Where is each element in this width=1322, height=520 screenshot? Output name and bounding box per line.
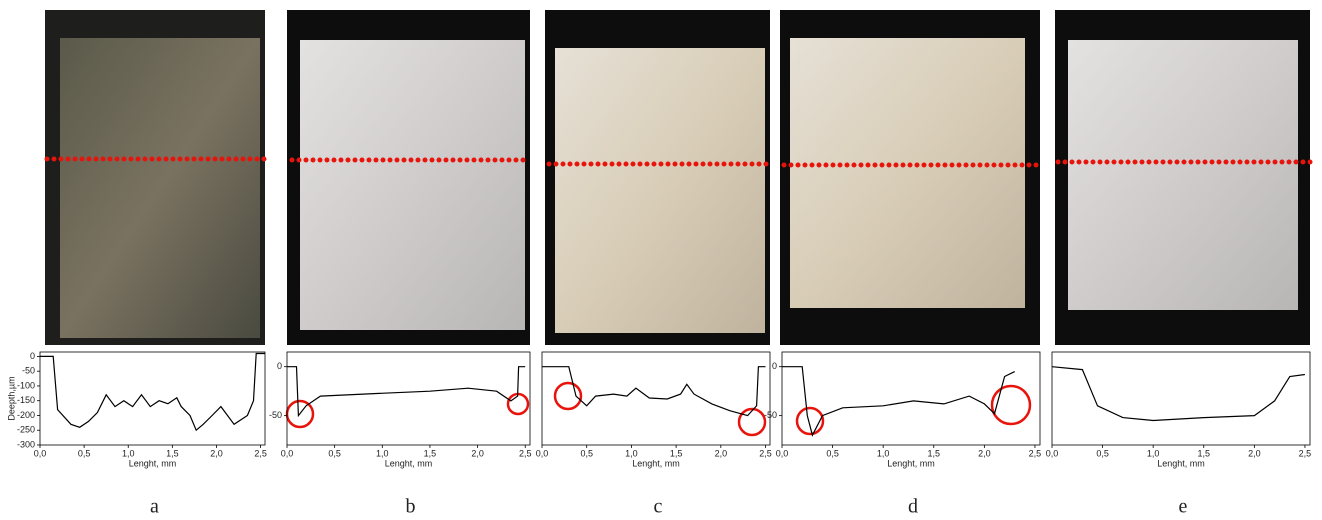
x-tick-label: 0,0 <box>776 448 789 458</box>
profile-chart: 0,0 0,5 1,0 1,5 2,0 2,5 Lenght, mm e <box>1046 352 1311 518</box>
y-tick-label: -250 <box>17 425 35 435</box>
y-tick-label: 0 <box>277 361 282 371</box>
x-tick-label: 0,5 <box>328 448 341 458</box>
plot-frame <box>287 352 530 445</box>
x-axis-label: Lenght, mm <box>632 458 680 468</box>
x-tick-label: 2,5 <box>1029 448 1042 458</box>
highlight-circle <box>739 409 765 435</box>
sample-c <box>555 48 765 333</box>
sample-a <box>60 38 260 338</box>
photos <box>45 10 1312 345</box>
x-tick-label: 0,5 <box>826 448 839 458</box>
x-tick-label: 1,0 <box>122 448 135 458</box>
panel-caption: d <box>908 496 918 518</box>
x-tick-label: 2,0 <box>1248 448 1261 458</box>
x-tick-label: 0,5 <box>580 448 593 458</box>
panel-caption: a <box>150 496 159 518</box>
plot-frame <box>782 352 1040 445</box>
y-tick-label: -150 <box>17 395 35 405</box>
x-tick-label: 2,5 <box>759 448 772 458</box>
x-tick-label: 1,5 <box>928 448 941 458</box>
profile-line <box>287 367 525 416</box>
sample-b <box>300 40 525 330</box>
plot-frame <box>1052 352 1310 445</box>
x-tick-label: 1,5 <box>1198 448 1211 458</box>
x-axis-label: Lenght, mm <box>887 458 935 468</box>
profile-chart: 0,0 0,5 1,0 1,5 2,0 2,5 0 -50 Lenght, mm b <box>269 352 532 518</box>
x-tick-label: 2,0 <box>471 448 484 458</box>
x-tick-label: 0,5 <box>1096 448 1109 458</box>
x-tick-label: 1,5 <box>670 448 683 458</box>
x-axis-label: Lenght, mm <box>385 458 433 468</box>
figure: 0,0 0,5 1,0 1,5 2,0 2,5 0 -50 -100 -150 -200 -250 -3… <box>0 0 1322 520</box>
x-tick-label: 1,5 <box>424 448 437 458</box>
y-tick-label: -300 <box>17 439 35 449</box>
profile-line <box>1052 367 1305 421</box>
y-tick-label: 0 <box>30 351 35 361</box>
profile-chart: 0,0 0,5 1,0 1,5 2,0 2,5 Lenght, mm c <box>536 352 772 518</box>
highlight-circle <box>992 386 1030 424</box>
x-tick-label: 2,5 <box>1299 448 1312 458</box>
x-tick-label: 2,0 <box>210 448 223 458</box>
x-axis-label: Lenght, mm <box>129 458 177 468</box>
sample-e <box>1068 40 1298 310</box>
x-tick-label: 0,5 <box>78 448 91 458</box>
x-tick-label: 2,0 <box>978 448 991 458</box>
plot-frame <box>40 352 265 445</box>
x-tick-label: 1,0 <box>376 448 389 458</box>
profile-line <box>782 367 1015 436</box>
profile-line <box>40 354 265 431</box>
x-tick-label: 0,0 <box>536 448 549 458</box>
x-tick-label: 2,5 <box>519 448 532 458</box>
profile-line <box>542 367 766 416</box>
x-tick-label: 1,0 <box>1147 448 1160 458</box>
y-tick-label: -50 <box>22 366 35 376</box>
highlight-circle <box>555 383 581 409</box>
y-axis-label: Deepth,µm <box>6 376 16 420</box>
panel-caption: b <box>406 496 416 518</box>
x-tick-label: 1,5 <box>166 448 179 458</box>
y-tick-label: -100 <box>17 380 35 390</box>
x-tick-label: 0,0 <box>34 448 47 458</box>
x-tick-label: 1,0 <box>877 448 890 458</box>
y-tick-label: -50 <box>764 410 777 420</box>
y-tick-label: -50 <box>269 410 282 420</box>
x-tick-label: 1,0 <box>625 448 638 458</box>
x-tick-label: 0,0 <box>1046 448 1059 458</box>
profile-chart: 0,0 0,5 1,0 1,5 2,0 2,5 0 -50 Lenght, mm d <box>764 352 1041 518</box>
profile-chart: 0,0 0,5 1,0 1,5 2,0 2,5 0 -50 -100 -150 -200 -250 -3… <box>6 351 266 518</box>
x-tick-label: 2,0 <box>715 448 728 458</box>
highlights <box>287 383 1030 435</box>
x-axis-label: Lenght, mm <box>1157 458 1205 468</box>
x-tick-label: 0,0 <box>281 448 294 458</box>
sample-d <box>790 38 1025 308</box>
panel-caption: e <box>1179 496 1188 518</box>
x-tick-label: 2,5 <box>254 448 267 458</box>
panel-caption: c <box>654 496 663 518</box>
y-tick-label: 0 <box>772 361 777 371</box>
y-tick-label: -200 <box>17 410 35 420</box>
highlight-circle <box>508 394 528 414</box>
